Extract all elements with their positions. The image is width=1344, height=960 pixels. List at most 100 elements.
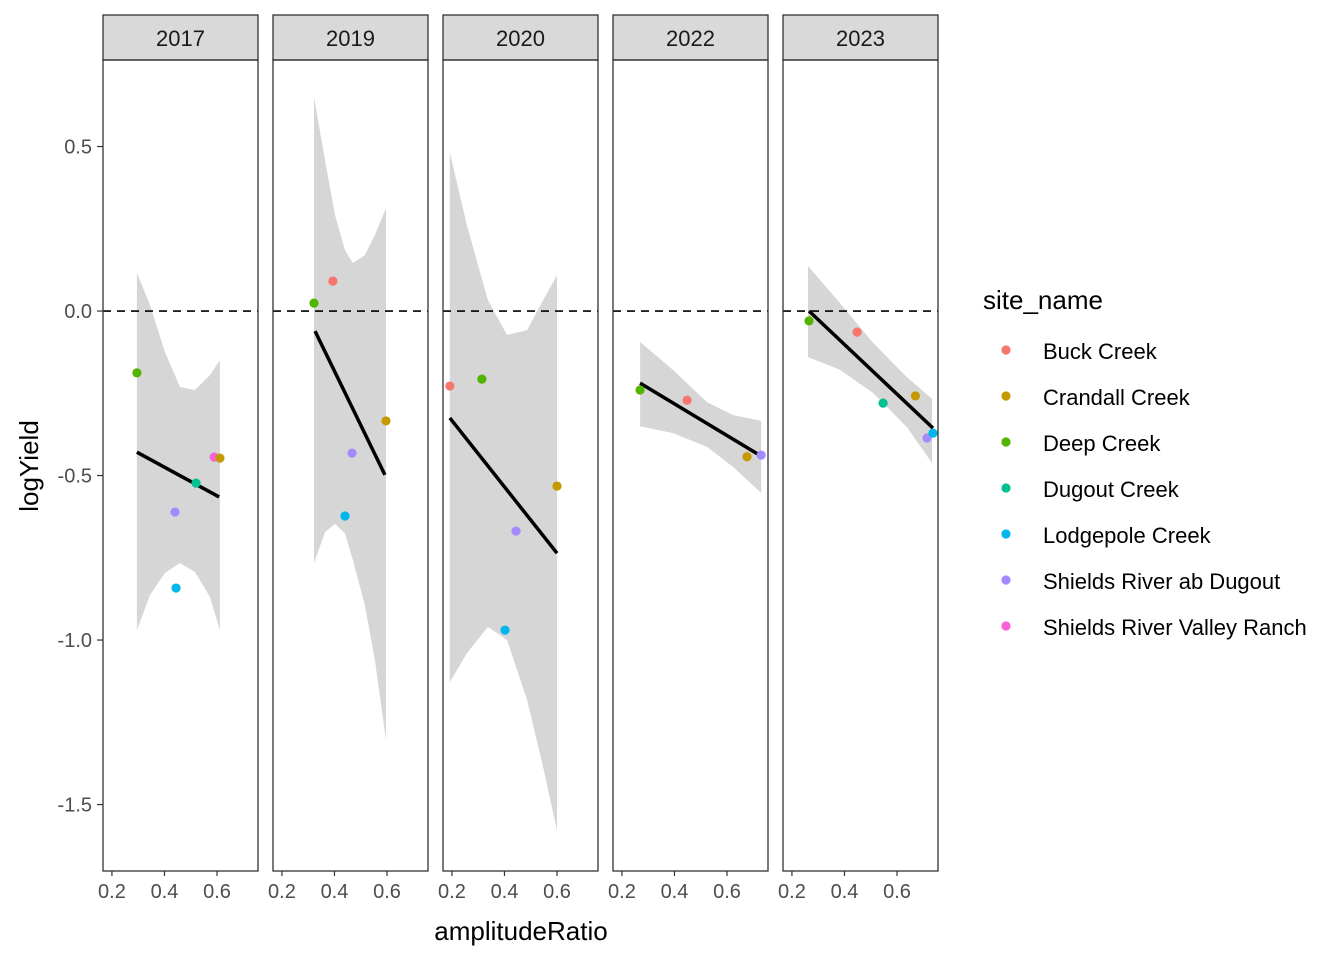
facet-label: 2020 [496, 26, 545, 51]
y-axis: 0.5 0.0 -0.5 -1.0 -1.5 [58, 137, 103, 817]
data-point [477, 374, 487, 384]
facet-strip [612, 14, 769, 61]
panel-2019: 2019 0.2 0.4 0.6 [268, 14, 429, 903]
confidence-ribbon [640, 342, 762, 493]
data-point [170, 507, 180, 517]
facet-label: 2022 [666, 26, 715, 51]
legend-key [1001, 391, 1011, 401]
facet-label: 2017 [156, 26, 205, 51]
confidence-ribbon [449, 152, 557, 831]
panel-2022: 2022 0.2 0.4 0.6 [608, 14, 769, 903]
data-point [445, 381, 455, 391]
data-point [347, 448, 357, 458]
x-axis-title: amplitudeRatio [434, 916, 607, 946]
confidence-ribbon [314, 97, 386, 741]
legend-key [1001, 621, 1011, 631]
x-tick-label: 0.6 [203, 881, 231, 903]
legend-label: Lodgepole Creek [1043, 523, 1212, 548]
legend-label: Crandall Creek [1043, 385, 1191, 410]
facet-strip [102, 14, 259, 61]
panel-border [612, 59, 769, 872]
panel-border [442, 59, 599, 872]
facet-strip [272, 14, 429, 61]
x-tick-label: 0.6 [713, 881, 741, 903]
data-point [191, 478, 201, 488]
panel-2023: 2023 0.2 0.4 0.6 [778, 14, 939, 903]
x-tick-label: 0.6 [883, 881, 911, 903]
legend-item: Shields River ab Dugout [1001, 569, 1280, 594]
data-point [635, 385, 645, 395]
legend-label: Buck Creek [1043, 339, 1158, 364]
facet-label: 2023 [836, 26, 885, 51]
data-point [132, 368, 142, 378]
legend-label: Shields River Valley Ranch [1043, 615, 1307, 640]
panel-border [102, 59, 259, 872]
x-tick-label: 0.2 [268, 881, 296, 903]
data-point [309, 298, 319, 308]
legend-label: Dugout Creek [1043, 477, 1180, 502]
legend-title: site_name [983, 285, 1103, 315]
x-tick-label: 0.4 [661, 881, 689, 903]
x-tick-label: 0.2 [438, 881, 466, 903]
legend-label: Shields River ab Dugout [1043, 569, 1280, 594]
data-point [500, 625, 510, 635]
y-tick-label: 0.0 [64, 301, 92, 323]
legend: site_name Buck Creek Crandall Creek Deep C… [983, 285, 1307, 640]
data-point [742, 452, 752, 462]
data-point [878, 398, 888, 408]
legend-item: Lodgepole Creek [1001, 523, 1212, 548]
x-tick-label: 0.6 [543, 881, 571, 903]
data-point [328, 276, 338, 286]
x-tick-label: 0.6 [373, 881, 401, 903]
legend-item: Crandall Creek [1001, 385, 1191, 410]
x-tick-label: 0.4 [151, 881, 179, 903]
x-tick-label: 0.2 [778, 881, 806, 903]
fit-line [639, 381, 763, 458]
data-point [215, 453, 225, 463]
fit-line [136, 450, 220, 499]
data-point [552, 481, 562, 491]
legend-item: Dugout Creek [1001, 477, 1180, 502]
legend-item: Deep Creek [1001, 431, 1161, 456]
data-point [852, 327, 862, 337]
facet-strip [782, 14, 939, 61]
fit-line [448, 416, 559, 555]
data-point [928, 428, 938, 438]
data-point [804, 316, 814, 326]
confidence-ribbon [136, 272, 220, 631]
legend-label: Deep Creek [1043, 431, 1161, 456]
data-point [381, 416, 391, 426]
x-tick-label: 0.2 [98, 881, 126, 903]
x-tick-label: 0.2 [608, 881, 636, 903]
x-tick-label: 0.4 [831, 881, 859, 903]
data-point [910, 391, 921, 401]
fit-line [807, 309, 935, 430]
y-tick-label: -1.5 [58, 795, 92, 817]
x-tick-label: 0.4 [491, 881, 519, 903]
y-axis-title: logYield [14, 420, 44, 512]
data-point [756, 450, 766, 460]
panel-2020: 2020 0.2 0.4 0.6 [438, 14, 599, 903]
y-tick-label: -0.5 [58, 466, 92, 488]
legend-item: Buck Creek [1001, 339, 1158, 364]
y-tick-label: -1.0 [58, 630, 92, 652]
facet-label: 2019 [326, 26, 375, 51]
legend-item: Shields River Valley Ranch [1001, 615, 1307, 640]
panel-border [272, 59, 429, 872]
legend-key [1001, 345, 1011, 355]
fit-line [313, 330, 387, 476]
panel-2017: 2017 0.2 0.4 0.6 [98, 14, 259, 903]
confidence-ribbon [808, 266, 932, 463]
panel-border [782, 59, 939, 872]
data-point [340, 511, 350, 521]
facet-strip [442, 14, 599, 61]
x-tick-label: 0.4 [321, 881, 349, 903]
y-tick-label: 0.5 [64, 137, 92, 159]
data-point [682, 395, 692, 405]
legend-key [1001, 529, 1011, 539]
data-point [171, 583, 181, 593]
legend-key [1001, 483, 1011, 493]
legend-key [1001, 575, 1011, 585]
